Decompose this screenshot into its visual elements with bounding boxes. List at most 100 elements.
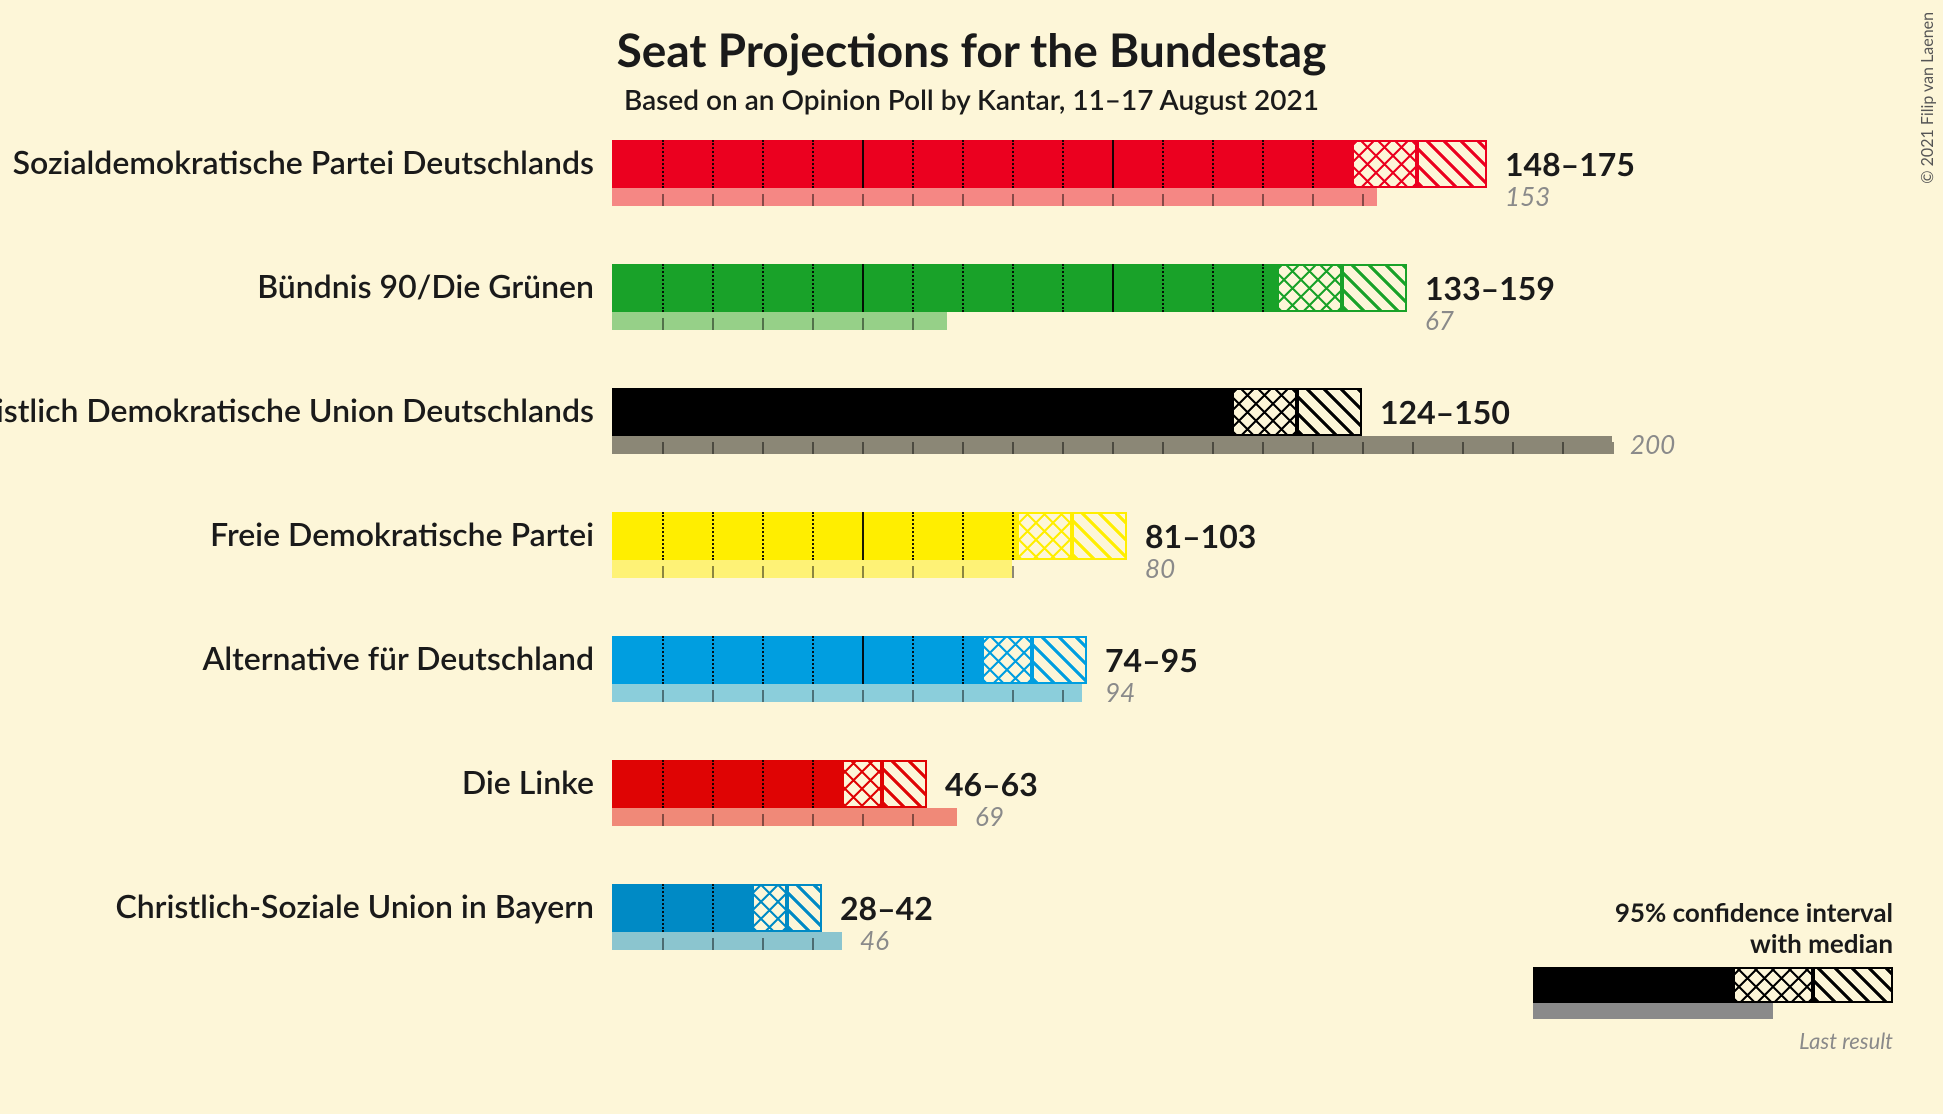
legend-bar-ci-upper xyxy=(1813,967,1893,1003)
last-tick xyxy=(862,442,864,454)
last-tick xyxy=(962,442,964,454)
last-result-label: 153 xyxy=(1505,180,1550,212)
last-tick xyxy=(712,442,714,454)
legend-last-label: Last result xyxy=(1533,1027,1893,1054)
last-tick xyxy=(662,194,664,206)
grid-line xyxy=(812,760,814,808)
bar-solid xyxy=(612,884,752,932)
last-tick xyxy=(712,318,714,330)
last-tick xyxy=(912,442,914,454)
grid-line xyxy=(1162,140,1164,188)
bar-ci-upper xyxy=(1072,512,1127,560)
last-tick xyxy=(712,938,714,950)
grid-line xyxy=(1012,264,1014,312)
grid-line xyxy=(812,140,814,188)
last-tick xyxy=(962,690,964,702)
party-label: Die Linke xyxy=(462,762,612,801)
last-tick xyxy=(812,318,814,330)
last-result-label: 69 xyxy=(975,800,1004,832)
party-label: Christlich-Soziale Union in Bayern xyxy=(115,886,612,925)
chart-subtitle: Based on an Opinion Poll by Kantar, 11–1… xyxy=(0,82,1943,116)
grid-line xyxy=(962,388,964,436)
last-tick xyxy=(812,442,814,454)
grid-line xyxy=(662,636,664,684)
range-label: 46–63 xyxy=(945,764,1038,803)
last-tick xyxy=(1162,194,1164,206)
last-tick xyxy=(712,814,714,826)
grid-line xyxy=(812,264,814,312)
bar-solid xyxy=(612,760,842,808)
grid-line xyxy=(862,388,864,436)
bar-ci-lower xyxy=(1232,388,1297,436)
last-tick xyxy=(1462,442,1464,454)
grid-line xyxy=(762,512,764,560)
bar-ci-lower xyxy=(1017,512,1072,560)
grid-line xyxy=(1212,264,1214,312)
grid-line xyxy=(1312,140,1314,188)
party-label: Sozialdemokratische Partei Deutschlands xyxy=(13,142,612,181)
grid-line xyxy=(762,140,764,188)
grid-line xyxy=(862,140,864,188)
last-tick xyxy=(1362,442,1364,454)
last-tick xyxy=(1062,194,1064,206)
last-tick xyxy=(1062,442,1064,454)
last-tick xyxy=(762,690,764,702)
grid-line xyxy=(1162,388,1164,436)
grid-line xyxy=(862,264,864,312)
last-tick xyxy=(712,690,714,702)
bar-ci-lower xyxy=(1277,264,1342,312)
grid-line xyxy=(662,264,664,312)
bar-ci-upper xyxy=(787,884,822,932)
bar-ci-upper xyxy=(1342,264,1407,312)
last-tick xyxy=(812,814,814,826)
bar-ci-lower xyxy=(982,636,1032,684)
grid-line xyxy=(662,388,664,436)
range-label: 148–175 xyxy=(1505,144,1635,183)
grid-line xyxy=(662,512,664,560)
last-tick xyxy=(912,318,914,330)
last-tick xyxy=(1012,194,1014,206)
last-tick xyxy=(662,690,664,702)
last-tick xyxy=(812,690,814,702)
grid-line xyxy=(1062,388,1064,436)
last-tick xyxy=(812,194,814,206)
grid-line xyxy=(662,760,664,808)
party-label: Freie Demokratische Partei xyxy=(210,514,612,553)
last-tick xyxy=(862,318,864,330)
last-tick xyxy=(1362,194,1364,206)
copyright-text: © 2021 Filip van Laenen xyxy=(1918,12,1937,184)
bar-last-result xyxy=(612,932,842,950)
grid-line xyxy=(862,512,864,560)
last-tick xyxy=(662,814,664,826)
party-label: Christlich Demokratische Union Deutschla… xyxy=(0,390,612,429)
bar-solid xyxy=(612,512,1017,560)
grid-line xyxy=(712,512,714,560)
last-tick xyxy=(662,566,664,578)
grid-line xyxy=(1262,264,1264,312)
last-result-label: 67 xyxy=(1425,304,1454,336)
grid-line xyxy=(912,512,914,560)
legend-bar-ci-lower xyxy=(1733,967,1813,1003)
bar-solid xyxy=(612,636,982,684)
grid-line xyxy=(1012,388,1014,436)
last-tick xyxy=(862,814,864,826)
last-tick xyxy=(762,318,764,330)
legend-title-line1: 95% confidence interval xyxy=(1615,896,1893,928)
grid-line xyxy=(962,140,964,188)
last-tick xyxy=(912,814,914,826)
last-tick xyxy=(862,194,864,206)
bar-ci-lower xyxy=(842,760,882,808)
grid-line xyxy=(912,636,914,684)
last-result-label: 80 xyxy=(1145,552,1175,584)
bar-ci-lower xyxy=(1352,140,1417,188)
grid-line xyxy=(762,264,764,312)
last-tick xyxy=(1612,442,1614,454)
chart-title: Seat Projections for the Bundestag xyxy=(0,22,1943,77)
grid-line xyxy=(1012,512,1014,560)
bar-ci-lower xyxy=(752,884,787,932)
last-tick xyxy=(762,938,764,950)
grid-line xyxy=(1262,140,1264,188)
bar-solid xyxy=(612,388,1232,436)
last-tick xyxy=(812,938,814,950)
grid-line xyxy=(812,388,814,436)
